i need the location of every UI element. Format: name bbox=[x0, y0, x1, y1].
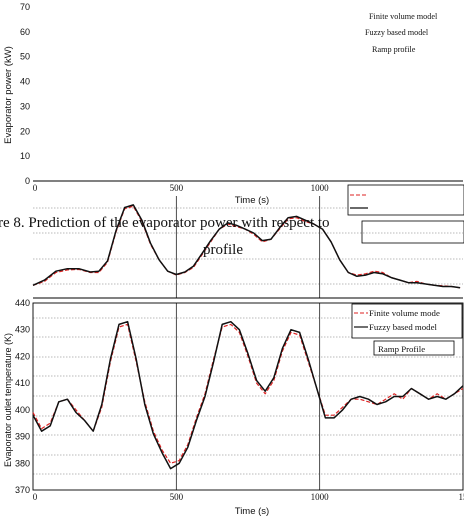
bot-y-tick-label: 420 bbox=[15, 351, 30, 361]
bot-y-tick-label: 390 bbox=[15, 432, 30, 442]
temperature-legend-ramp: Ramp Profile bbox=[378, 344, 425, 354]
caption-line-2: profile bbox=[203, 242, 243, 258]
bot-x-tick-label: 0 bbox=[33, 492, 38, 502]
top-y-tick-label: 0 bbox=[25, 176, 30, 186]
top-y-tick-label: 40 bbox=[20, 77, 30, 87]
power-frame bbox=[33, 180, 463, 299]
power-y-tick-labels: 0 10 20 30 40 50 60 70 bbox=[20, 2, 30, 186]
power-x-axis-label: Time (s) bbox=[235, 195, 269, 206]
bot-x-tick-label: 15 bbox=[459, 492, 464, 502]
figure-caption: re 8. Prediction of the evaporator power… bbox=[0, 215, 464, 258]
top-y-tick-label: 10 bbox=[20, 151, 30, 161]
temperature-legend-ramp-box bbox=[373, 340, 455, 356]
temperature-series bbox=[32, 320, 464, 470]
power-legend-finite-volume: Finite volume model bbox=[369, 12, 438, 21]
top-series-fuzzy-based-model bbox=[32, 204, 461, 289]
bot-y-tick-label: 410 bbox=[15, 378, 30, 388]
top-y-tick-label: 60 bbox=[20, 27, 30, 37]
power-series bbox=[32, 204, 461, 289]
top-y-tick-label: 30 bbox=[20, 101, 30, 111]
caption-line-1: re 8. Prediction of the evaporator power… bbox=[0, 215, 330, 231]
power-legend-ramp: Ramp profile bbox=[372, 45, 416, 54]
bot-y-tick-label: 440 bbox=[15, 298, 30, 308]
temperature-chart: 370 380 390 400 410 420 430 440 0 500 1000 15 Evap… bbox=[3, 298, 464, 517]
top-y-tick-label: 70 bbox=[20, 2, 30, 12]
bot-x-tick-label: 500 bbox=[170, 492, 184, 502]
temperature-x-tick-labels: 0 500 1000 15 bbox=[33, 492, 464, 502]
bot-series-fuzzy-based-model bbox=[32, 320, 464, 470]
temperature-legend-fuzzy: Fuzzy based model bbox=[369, 322, 437, 332]
power-legend-fuzzy: Fuzzy based model bbox=[365, 28, 429, 37]
temperature-frame bbox=[32, 302, 464, 491]
temperature-y-tick-labels: 370 380 390 400 410 420 430 440 bbox=[15, 298, 30, 495]
power-legend: Finite volume model Fuzzy based model Ra… bbox=[347, 12, 464, 216]
top-x-tick-label: 1000 bbox=[311, 183, 330, 193]
caption-overlay-box bbox=[361, 220, 464, 244]
power-y-axis-label: Evaporator power (kW) bbox=[3, 46, 14, 144]
temperature-y-axis-label: Evaporator outlet temperature (K) bbox=[3, 333, 13, 467]
bot-x-tick-label: 1000 bbox=[311, 492, 330, 502]
bot-y-tick-label: 370 bbox=[15, 485, 30, 495]
bot-y-tick-label: 400 bbox=[15, 405, 30, 415]
temperature-legend-finite-volume: Finite volume mode bbox=[369, 308, 440, 318]
temperature-x-axis-label: Time (s) bbox=[235, 506, 269, 517]
power-legend-box bbox=[347, 184, 464, 216]
temperature-legend-box bbox=[351, 303, 463, 339]
temperature-plot-frame bbox=[32, 302, 464, 491]
bot-y-tick-label: 380 bbox=[15, 458, 30, 468]
top-x-tick-label: 500 bbox=[170, 183, 184, 193]
bot-series-finite-volume-model bbox=[32, 323, 464, 464]
bot-y-tick-label: 430 bbox=[15, 325, 30, 335]
temperature-legend: Finite volume mode Fuzzy based model Ram… bbox=[351, 303, 463, 356]
top-y-tick-label: 20 bbox=[20, 126, 30, 136]
top-x-tick-label: 0 bbox=[33, 183, 38, 193]
top-y-tick-label: 50 bbox=[20, 52, 30, 62]
